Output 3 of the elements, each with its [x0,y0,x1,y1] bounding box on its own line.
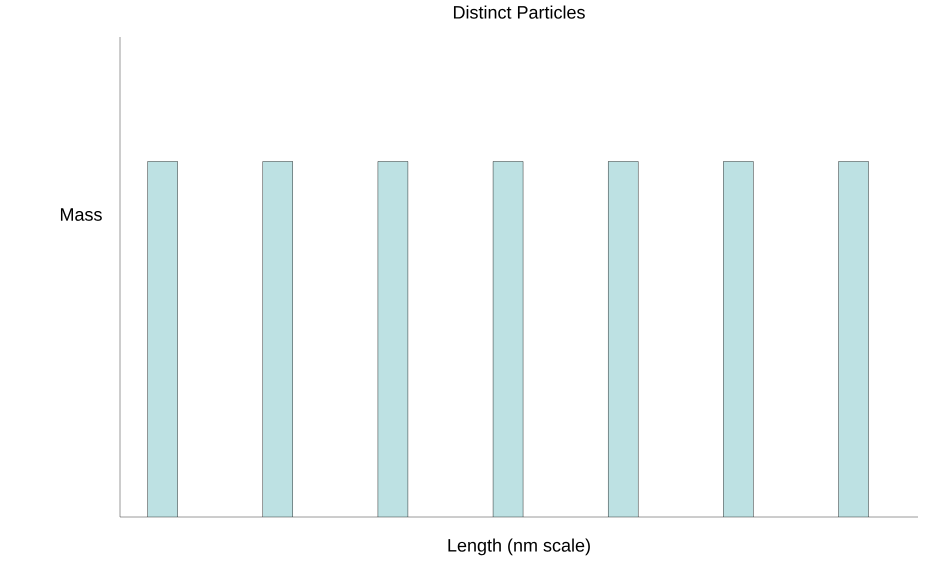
y-axis-title: Mass [60,208,102,221]
chart-title: Distinct Particles [454,6,585,19]
x-axis-title: Length (nm scale) [448,538,590,556]
